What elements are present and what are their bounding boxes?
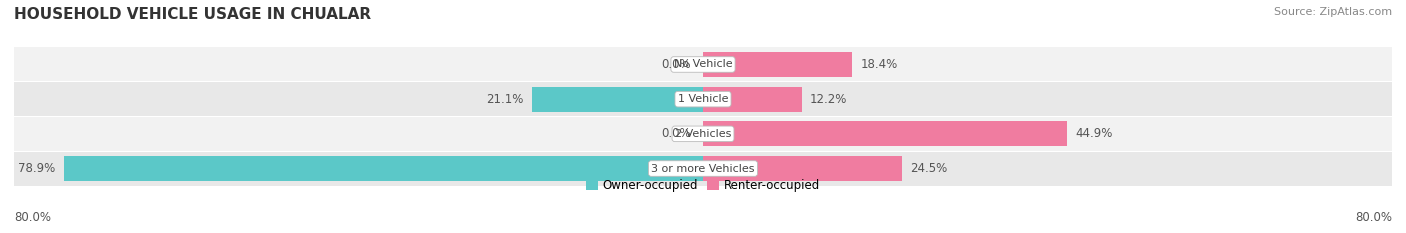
Text: 80.0%: 80.0% xyxy=(1355,211,1392,224)
Bar xyxy=(531,87,703,112)
Text: 24.5%: 24.5% xyxy=(910,162,946,175)
Text: 44.9%: 44.9% xyxy=(1076,127,1112,140)
Text: No Vehicle: No Vehicle xyxy=(673,59,733,69)
Text: HOUSEHOLD VEHICLE USAGE IN CHUALAR: HOUSEHOLD VEHICLE USAGE IN CHUALAR xyxy=(14,7,371,22)
Text: Source: ZipAtlas.com: Source: ZipAtlas.com xyxy=(1274,7,1392,17)
Text: 0.0%: 0.0% xyxy=(661,58,690,71)
Bar xyxy=(703,52,852,77)
Bar xyxy=(703,87,801,112)
Bar xyxy=(14,82,1392,116)
Text: 1 Vehicle: 1 Vehicle xyxy=(678,94,728,104)
Text: 80.0%: 80.0% xyxy=(14,211,51,224)
Text: 3 or more Vehicles: 3 or more Vehicles xyxy=(651,164,755,174)
Bar xyxy=(14,117,1392,151)
Text: 12.2%: 12.2% xyxy=(810,93,848,106)
Text: 0.0%: 0.0% xyxy=(661,127,690,140)
Bar xyxy=(14,48,1392,82)
Text: 21.1%: 21.1% xyxy=(486,93,524,106)
Bar xyxy=(14,151,1392,185)
Bar xyxy=(63,156,703,181)
Text: 18.4%: 18.4% xyxy=(860,58,897,71)
Text: 78.9%: 78.9% xyxy=(18,162,55,175)
Text: 2 Vehicles: 2 Vehicles xyxy=(675,129,731,139)
Legend: Owner-occupied, Renter-occupied: Owner-occupied, Renter-occupied xyxy=(581,175,825,197)
Bar xyxy=(703,121,1067,146)
Bar xyxy=(703,156,901,181)
